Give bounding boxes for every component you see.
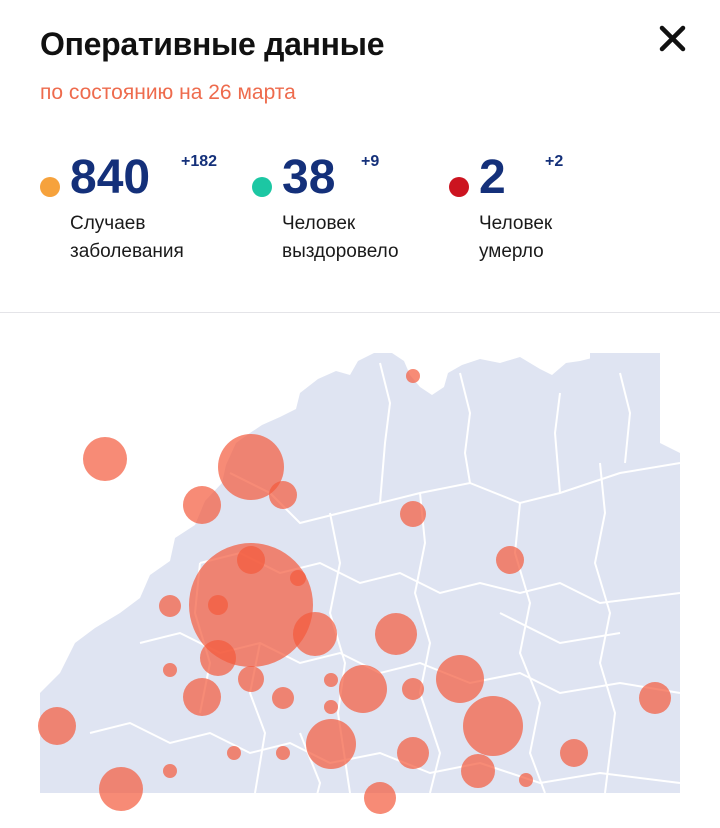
region-borders [89, 362, 681, 824]
map-marker[interactable] [83, 437, 127, 481]
map-marker[interactable] [238, 666, 264, 692]
case-markers [38, 369, 671, 814]
map-marker[interactable] [375, 613, 417, 655]
map-marker[interactable] [519, 773, 533, 787]
map-marker[interactable] [218, 434, 284, 500]
map-marker[interactable] [200, 640, 236, 676]
map-marker[interactable] [306, 719, 356, 769]
cases-label-line2: заболевания [70, 241, 184, 262]
section-divider [0, 312, 720, 313]
recovered-delta: +9 [361, 153, 380, 170]
map-marker[interactable] [276, 746, 290, 760]
map-marker[interactable] [290, 570, 306, 586]
map-marker[interactable] [163, 663, 177, 677]
map-marker[interactable] [324, 673, 338, 687]
map-marker[interactable] [272, 687, 294, 709]
map-marker[interactable] [159, 595, 181, 617]
cases-count: 840 [70, 151, 151, 204]
map-land-north [590, 353, 660, 423]
deaths-label: Человек умерло [479, 210, 552, 266]
map-marker[interactable] [560, 739, 588, 767]
recovered-label-line2: выздоровело [282, 241, 399, 262]
recovered-count: 38 [282, 151, 336, 204]
recovered-label: Человек выздоровело [282, 210, 399, 266]
cases-map[interactable] [0, 313, 720, 824]
date-subtitle: по состоянию на 26 марта [40, 81, 296, 104]
map-marker[interactable] [163, 764, 177, 778]
map-marker[interactable] [397, 737, 429, 769]
deaths-label-line2: умерло [479, 241, 544, 262]
close-icon [659, 25, 686, 52]
cases-delta: +182 [181, 153, 218, 170]
map-marker[interactable] [463, 696, 523, 756]
map-marker[interactable] [293, 612, 337, 656]
deaths-label-line1: Человек [479, 213, 553, 234]
map-marker[interactable] [324, 700, 338, 714]
map-marker[interactable] [339, 665, 387, 713]
map-marker[interactable] [99, 767, 143, 811]
map-marker[interactable] [436, 655, 484, 703]
stats-panel: Оперативные данные по состоянию на 26 ма… [0, 0, 720, 312]
map-marker[interactable] [496, 546, 524, 574]
map-marker[interactable] [364, 782, 396, 814]
map-marker[interactable] [227, 746, 241, 760]
page-title: Оперативные данные [40, 26, 385, 62]
close-button[interactable] [652, 20, 692, 60]
map-marker[interactable] [183, 678, 221, 716]
recovered-label-line1: Человек [282, 213, 356, 234]
cases-indicator-dot [40, 177, 60, 197]
deaths-indicator-dot [449, 177, 469, 197]
map-marker[interactable] [189, 543, 313, 667]
map-svg [38, 353, 681, 824]
map-marker[interactable] [406, 369, 420, 383]
map-marker[interactable] [183, 486, 221, 524]
map-marker[interactable] [237, 546, 265, 574]
map-marker[interactable] [400, 501, 426, 527]
map-marker[interactable] [402, 678, 424, 700]
map-marker[interactable] [38, 707, 76, 745]
deaths-count: 2 [479, 151, 506, 204]
map-marker[interactable] [208, 595, 228, 615]
cases-label: Случаев заболевания [70, 210, 184, 266]
map-marker[interactable] [461, 754, 495, 788]
map-marker[interactable] [639, 682, 671, 714]
recovered-indicator-dot [252, 177, 272, 197]
cases-label-line1: Случаев [70, 213, 146, 234]
map-marker[interactable] [269, 481, 297, 509]
deaths-delta: +2 [545, 153, 564, 170]
